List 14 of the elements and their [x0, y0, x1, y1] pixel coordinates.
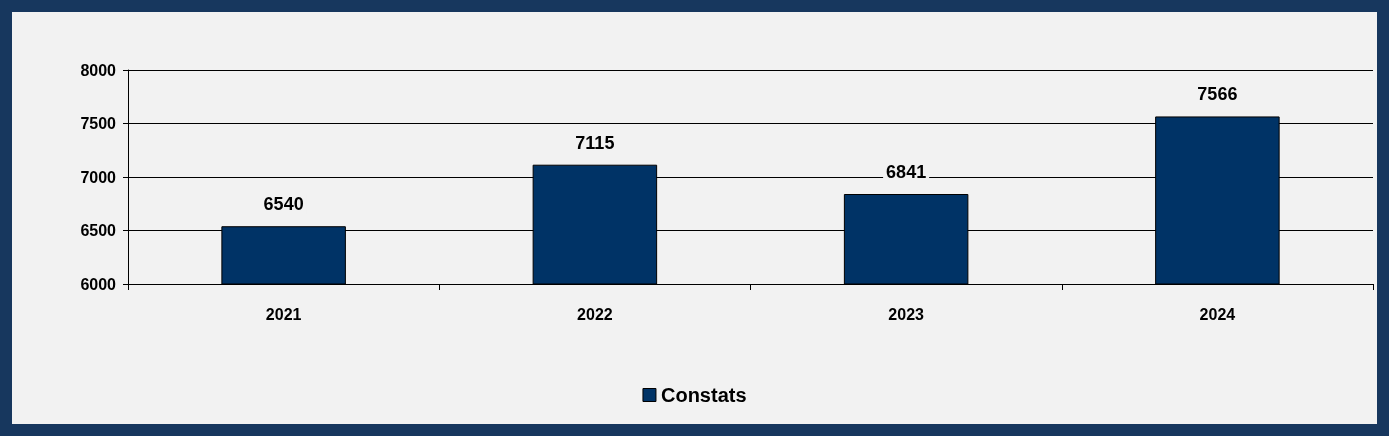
y-tick-label: 7000	[80, 168, 117, 186]
y-tick-label: 6500	[80, 222, 117, 239]
x-tick-label: 2024	[1199, 305, 1236, 323]
y-tick-label: 7500	[80, 115, 117, 132]
y-tick-label: 6000	[80, 275, 117, 293]
data-label: 7115	[575, 132, 615, 153]
data-label: 6841	[886, 162, 927, 183]
data-label: 6540	[263, 194, 304, 215]
x-tick-label: 2022	[577, 305, 613, 323]
x-tick-label: 2021	[265, 305, 302, 323]
legend-label: Constats	[660, 384, 747, 406]
data-label: 7566	[1197, 84, 1238, 105]
y-tick-label: 8000	[80, 61, 117, 79]
x-tick-label: 2023	[888, 305, 925, 323]
